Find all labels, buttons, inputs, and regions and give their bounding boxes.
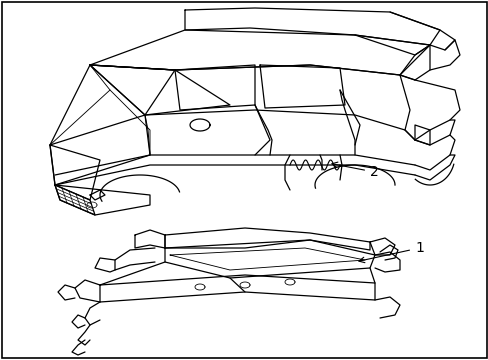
Text: 1: 1 xyxy=(358,241,423,263)
Text: 2: 2 xyxy=(331,162,378,179)
